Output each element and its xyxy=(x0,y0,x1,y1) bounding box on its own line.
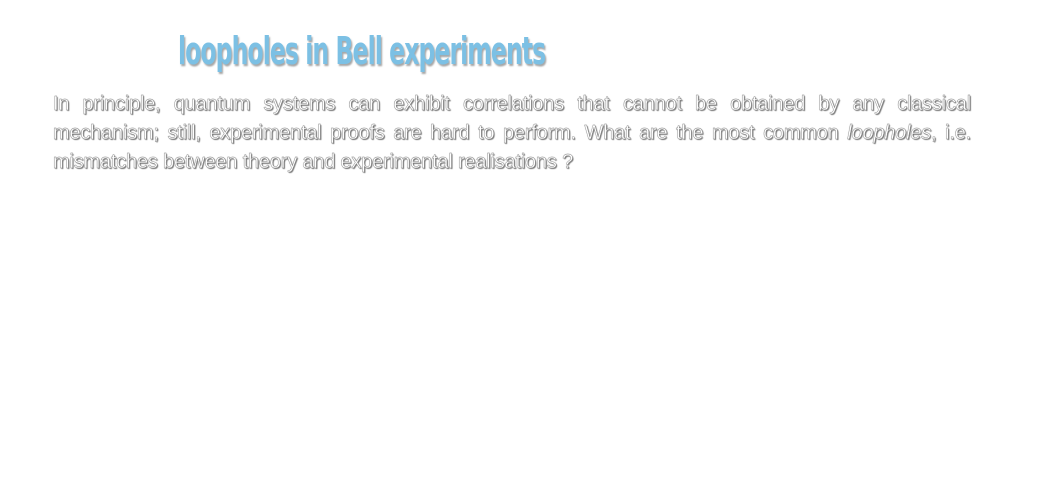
intro-term-loopholes: loopholes xyxy=(847,122,932,144)
slide-title: loopholes in Bell experiments xyxy=(178,29,546,73)
intro-text-before: In principle, quantum systems can exhibi… xyxy=(53,93,972,144)
intro-text-after: , i.e. mismatches between theory and exp… xyxy=(53,122,972,173)
intro-paragraph: In principle, quantum systems can exhibi… xyxy=(53,90,972,177)
